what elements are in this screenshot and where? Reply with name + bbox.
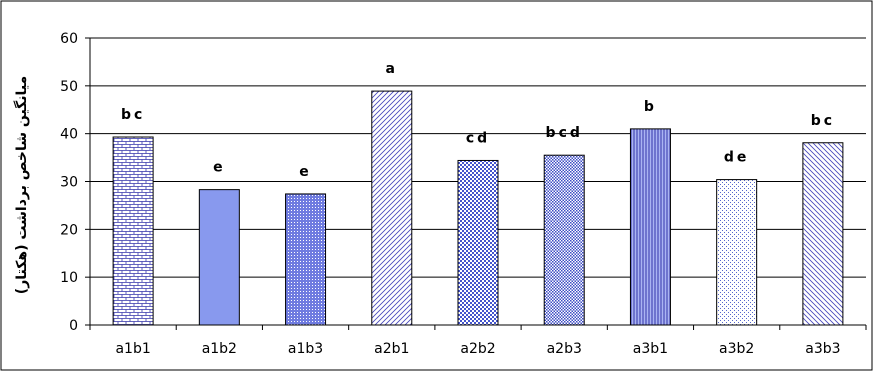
letter-label-a2b3: bcd xyxy=(546,125,583,141)
letter-label-a2b2: cd xyxy=(466,130,490,146)
bar-a1b2 xyxy=(198,189,240,326)
y-tick-label: 40 xyxy=(60,127,78,143)
y-axis-label: میانگین شاخص برداشت (هکتار) xyxy=(13,76,30,294)
significance-letters: bc e e a cd bcd b de bc xyxy=(121,61,835,180)
y-tick-label: 30 xyxy=(60,175,78,191)
x-tick-label: a3b2 xyxy=(719,341,754,357)
letter-label-a2b1: a xyxy=(386,61,398,77)
y-tick-label: 20 xyxy=(60,222,78,238)
bar-a1b1 xyxy=(112,136,154,326)
x-tick-label: a1b1 xyxy=(115,341,150,357)
letter-label-a1b3: e xyxy=(299,164,312,180)
letter-label-a3b2: de xyxy=(724,150,750,166)
bar-a3b3 xyxy=(802,142,844,326)
x-tick-label: a3b3 xyxy=(805,341,840,357)
bar-a1b3 xyxy=(285,193,327,326)
x-tick-label: a3b1 xyxy=(633,341,668,357)
y-tick-label: 0 xyxy=(69,318,78,334)
letter-label-a1b2: e xyxy=(213,160,226,176)
y-axis: 0 10 20 30 40 50 60 xyxy=(60,31,91,334)
bar-a3b1 xyxy=(629,128,671,326)
bar-a3b2 xyxy=(716,179,758,326)
x-tick-label: a2b1 xyxy=(374,341,409,357)
y-tick-label: 50 xyxy=(60,79,78,95)
letter-label-a1b1: bc xyxy=(121,107,145,123)
x-tick-label: a2b3 xyxy=(547,341,582,357)
x-axis: a1b1 a1b2 a1b3 a2b1 a2b2 a2b3 a3b1 a3b2 a3b3 xyxy=(89,324,867,357)
y-tick-label: 10 xyxy=(60,270,78,286)
letter-label-a3b3: bc xyxy=(811,113,835,129)
bar-a2b1 xyxy=(371,90,413,326)
letter-label-a3b1: b xyxy=(644,99,657,115)
bar-a2b2 xyxy=(457,159,499,326)
bars xyxy=(112,90,844,326)
y-tick-label: 60 xyxy=(60,31,78,47)
x-tick-label: a1b2 xyxy=(202,341,237,357)
x-tick-label: a1b3 xyxy=(288,341,323,357)
bar-a2b3 xyxy=(543,154,585,326)
x-tick-label: a2b2 xyxy=(460,341,495,357)
